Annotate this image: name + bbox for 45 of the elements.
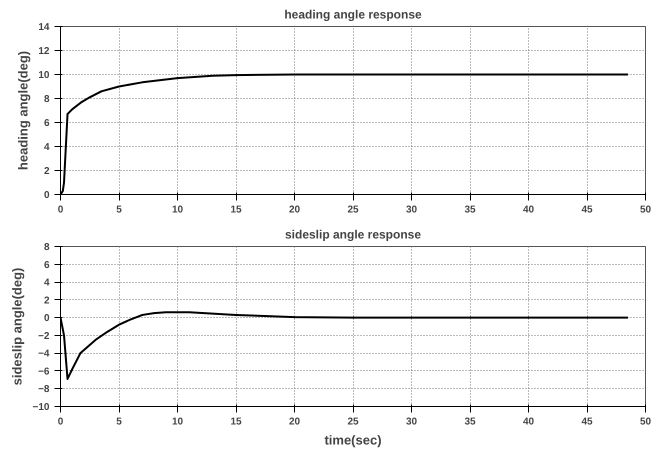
x-tick-label: 30 — [406, 416, 418, 428]
y-axis-title: heading angle(deg) — [15, 50, 30, 170]
y-tick-label: 2 — [44, 295, 50, 306]
y-tick-label: 4 — [44, 278, 50, 289]
y-tick-label: 8 — [44, 242, 50, 253]
x-tick-label: 45 — [581, 416, 593, 428]
chart-title: sideslip angle response — [284, 228, 422, 242]
y-tick-label: −10 — [32, 402, 50, 413]
x-tick-label: 40 — [522, 416, 534, 428]
chart-title: heading angle response — [284, 8, 422, 22]
y-tick-label: 12 — [38, 46, 50, 57]
x-tick-label: 20 — [288, 204, 300, 216]
y-axis-title: sideslip angle(deg) — [10, 268, 25, 386]
y-tick-label: −2 — [38, 330, 50, 342]
x-tick-label: 10 — [172, 416, 184, 428]
y-tick-label: 0 — [44, 313, 50, 324]
x-tick-label: 0 — [58, 416, 64, 428]
y-tick-label: 8 — [44, 94, 50, 105]
y-tick-label: −8 — [38, 384, 50, 396]
y-tick-label: 6 — [44, 118, 50, 129]
x-tick-label: 0 — [58, 204, 64, 216]
x-tick-label: 45 — [581, 204, 593, 216]
y-tick-label: 2 — [44, 166, 50, 177]
y-tick-label: 14 — [38, 22, 50, 33]
y-tick-label: 4 — [44, 142, 50, 153]
x-tick-label: 35 — [464, 416, 476, 428]
x-tick-label: 35 — [464, 204, 476, 216]
y-tick-label: −4 — [38, 348, 50, 360]
y-tick-label: 6 — [44, 260, 50, 271]
x-tick-label: 5 — [116, 416, 122, 428]
x-tick-label: 25 — [347, 416, 359, 428]
x-tick-label: 5 — [116, 204, 122, 216]
x-tick-label: 10 — [172, 204, 184, 216]
x-tick-label: 50 — [640, 204, 652, 216]
x-tick-label: 40 — [522, 204, 534, 216]
x-tick-label: 25 — [347, 204, 359, 216]
x-tick-label: 15 — [230, 416, 242, 428]
x-tick-label: 50 — [640, 416, 652, 428]
x-tick-label: 20 — [288, 416, 300, 428]
x-axis-title: time(sec) — [324, 432, 382, 448]
x-tick-label: 30 — [406, 204, 418, 216]
y-tick-label: −6 — [38, 366, 50, 378]
x-tick-label: 15 — [230, 204, 242, 216]
y-tick-label: 10 — [38, 70, 50, 81]
y-tick-label: 0 — [44, 190, 50, 201]
